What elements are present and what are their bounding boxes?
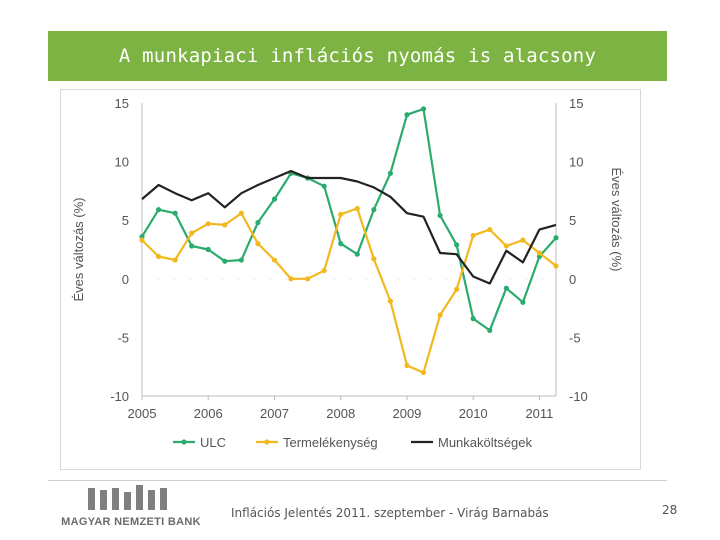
y2-tick-label: -5 bbox=[569, 330, 581, 345]
y2-tick-label: 0 bbox=[569, 272, 576, 287]
x-tick-label: 2006 bbox=[194, 406, 223, 421]
productivity-series-point bbox=[155, 253, 162, 260]
legend-ulc-label: ULC bbox=[200, 435, 226, 450]
productivity-series-point bbox=[139, 237, 145, 243]
productivity-series-point bbox=[536, 250, 543, 256]
ulc-series-point bbox=[503, 285, 509, 291]
ulc-series-point bbox=[172, 210, 178, 216]
productivity-series-point bbox=[288, 276, 294, 282]
y-tick-label: 5 bbox=[122, 213, 129, 228]
ulc-series-point bbox=[437, 212, 443, 219]
y-tick-label: 10 bbox=[115, 155, 129, 170]
y2-tick-label: 10 bbox=[569, 155, 583, 170]
productivity-series-line bbox=[141, 207, 557, 374]
ulc-series-point bbox=[354, 251, 360, 257]
ulc-series-point bbox=[271, 196, 278, 202]
legend-ulc-marker bbox=[181, 439, 187, 445]
ulc-series-point bbox=[189, 243, 195, 249]
productivity-series-point bbox=[305, 276, 311, 282]
ulc-series-line bbox=[141, 107, 557, 332]
ulc-series-point bbox=[255, 219, 261, 226]
y-tick-label: -10 bbox=[110, 389, 129, 404]
productivity-series-point bbox=[222, 222, 228, 228]
y2-tick-label: 5 bbox=[569, 213, 576, 228]
ulc-series-point bbox=[404, 112, 410, 118]
slide-title: A munkapiaci inflációs nyomás is alacson… bbox=[48, 31, 667, 81]
productivity-series-point bbox=[321, 267, 327, 274]
page-number: 28 bbox=[662, 503, 678, 517]
productivity-series-point bbox=[338, 211, 344, 217]
productivity-series-point bbox=[387, 298, 393, 304]
mnb-logo bbox=[88, 485, 167, 510]
x-tick-label: 2010 bbox=[459, 406, 488, 421]
y2-axis-title: Éves változás (%) bbox=[609, 167, 624, 271]
productivity-series-point bbox=[553, 263, 559, 269]
productivity-series-point bbox=[354, 205, 360, 212]
ulc-series-point bbox=[205, 246, 211, 253]
x-tick-label: 2009 bbox=[392, 406, 421, 421]
legend-productivity-label: Termelékenység bbox=[283, 435, 378, 450]
productivity-series-point bbox=[470, 232, 476, 239]
legend-labor-cost-label: Munkaköltségek bbox=[438, 435, 532, 450]
ulc-series-point bbox=[454, 242, 460, 248]
y-tick-label: 0 bbox=[122, 272, 129, 287]
labor-cost-series-line bbox=[141, 169, 557, 285]
x-tick-label: 2011 bbox=[525, 406, 553, 421]
ulc-series-point bbox=[487, 327, 493, 333]
productivity-series-point bbox=[503, 243, 509, 249]
x-tick-label: 2005 bbox=[128, 406, 157, 421]
productivity-series-point bbox=[205, 221, 211, 227]
productivity-series-point bbox=[520, 237, 526, 243]
logo-text: MAGYAR NEMZETI BANK bbox=[61, 516, 201, 528]
productivity-series-point bbox=[189, 230, 195, 236]
ulc-series-point bbox=[321, 183, 327, 189]
footer-text: Inflációs Jelentés 2011. szeptember - Vi… bbox=[231, 506, 549, 520]
productivity-series-point bbox=[454, 286, 460, 292]
chart-frame: 15 10 5 0 -5 -10 15 10 5 0 -5 -10 2005 2006 2007 2008 20… bbox=[60, 89, 641, 470]
ulc-series-point bbox=[222, 258, 228, 264]
ulc-series-point bbox=[371, 207, 377, 213]
ulc-series-point bbox=[520, 299, 526, 305]
ulc-series-point bbox=[420, 106, 427, 112]
productivity-series-point bbox=[371, 256, 377, 262]
productivity-series-point bbox=[487, 226, 493, 233]
y-axis-title: Éves változás (%) bbox=[71, 197, 86, 301]
y-tick-label: 15 bbox=[115, 96, 129, 111]
productivity-series-point bbox=[172, 257, 178, 263]
y-tick-label: -5 bbox=[117, 330, 129, 345]
line-chart: 15 10 5 0 -5 -10 15 10 5 0 -5 -10 2005 2006 2007 2008 20… bbox=[71, 96, 624, 450]
productivity-series-point bbox=[420, 369, 427, 376]
productivity-series-point bbox=[437, 312, 443, 318]
ulc-series-point bbox=[238, 257, 244, 263]
productivity-series-point bbox=[238, 210, 244, 216]
x-tick-label: 2007 bbox=[260, 406, 289, 421]
legend: ULC Termelékenység Munkaköltségek bbox=[173, 435, 532, 450]
axes: 15 10 5 0 -5 -10 15 10 5 0 -5 -10 2005 2006 2007 2008 20… bbox=[71, 96, 624, 421]
productivity-series-point bbox=[255, 241, 261, 247]
x-tick-label: 2008 bbox=[326, 406, 355, 421]
ulc-series-point bbox=[387, 170, 393, 176]
y2-tick-label: 15 bbox=[569, 96, 583, 111]
productivity-series-point bbox=[404, 362, 410, 369]
legend-productivity-marker bbox=[264, 439, 270, 445]
ulc-series-point bbox=[155, 207, 162, 213]
footer-divider bbox=[48, 480, 667, 481]
series-layer bbox=[139, 106, 559, 376]
ulc-series-point bbox=[338, 241, 344, 247]
ulc-series-point bbox=[553, 235, 559, 241]
ulc-series-point bbox=[470, 316, 476, 322]
y2-tick-label: -10 bbox=[569, 389, 588, 404]
productivity-series-point bbox=[271, 257, 278, 263]
